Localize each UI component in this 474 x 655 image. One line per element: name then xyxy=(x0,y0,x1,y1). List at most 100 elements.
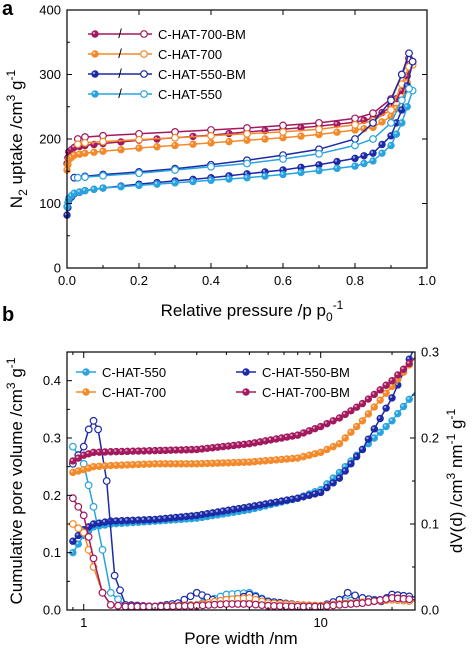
cumulative-point xyxy=(272,498,280,506)
desorption-point xyxy=(73,140,82,149)
x-tick-label: 0.6 xyxy=(274,273,292,288)
differential-point xyxy=(84,533,93,541)
axes-frame-b xyxy=(66,351,416,611)
cumulative-point xyxy=(134,460,143,469)
y-left-tick-label: 0.3 xyxy=(43,431,61,446)
desorption-point xyxy=(387,118,395,127)
desorption-point xyxy=(81,173,89,181)
cumulative-point xyxy=(388,417,396,425)
y-tick-label: 0 xyxy=(54,261,61,276)
cumulative-point xyxy=(358,445,367,454)
differential-point xyxy=(110,571,119,580)
x-tick-label: 0.2 xyxy=(130,273,148,288)
desorption-point xyxy=(405,84,413,93)
differential-point xyxy=(102,477,111,485)
series-c-hat-700 xyxy=(63,60,417,174)
adsorption-point xyxy=(243,136,251,144)
cumulative-point xyxy=(89,462,98,471)
cumulative-point xyxy=(251,502,259,510)
cumulative-point xyxy=(151,460,159,468)
cumulative-point xyxy=(364,395,373,403)
differential-point xyxy=(89,554,98,563)
cumulative-point xyxy=(256,438,264,446)
differential-line xyxy=(72,446,415,608)
legend-label: C-HAT-700 xyxy=(102,385,166,400)
legend-marker-open xyxy=(140,70,148,78)
cumulative-point xyxy=(316,422,325,431)
cumulative-point xyxy=(272,435,280,443)
cumulative-point xyxy=(245,503,254,511)
differential-point xyxy=(257,601,266,610)
cumulative-point xyxy=(134,516,143,524)
panel-label-b: b xyxy=(2,304,14,326)
adsorption-point xyxy=(207,176,215,184)
cumulative-point xyxy=(187,460,196,468)
legend-marker-open xyxy=(140,30,148,38)
legend-label: C-HAT-550-BM xyxy=(158,67,246,82)
adsorption-point xyxy=(117,138,125,146)
cumulative-point xyxy=(311,450,319,458)
adsorption-point xyxy=(398,119,406,127)
legend-marker-filled xyxy=(91,70,99,78)
cumulative-point xyxy=(129,447,137,455)
adsorption-point xyxy=(315,161,323,169)
legend-separator: / xyxy=(118,26,122,41)
adsorption-point xyxy=(171,179,179,187)
legend-label: C-HAT-700 xyxy=(158,47,222,62)
adsorption-point xyxy=(225,129,233,138)
adsorption-point xyxy=(351,154,359,163)
axes-frame-a xyxy=(66,9,428,269)
cumulative-point xyxy=(376,386,384,394)
cumulative-point xyxy=(382,422,390,431)
legend-marker-open xyxy=(140,50,148,58)
cumulative-point xyxy=(214,459,222,467)
adsorption-point xyxy=(171,141,179,150)
adsorption-point xyxy=(189,177,197,186)
cumulative-point xyxy=(235,441,243,449)
differential-point xyxy=(323,602,331,610)
adsorption-point xyxy=(378,118,386,126)
differential-point xyxy=(245,600,254,608)
legend-label: C-HAT-550 xyxy=(102,365,166,380)
desorption-point xyxy=(369,135,377,143)
cumulative-point xyxy=(140,516,148,524)
cumulative-point xyxy=(261,500,270,508)
cumulative-point xyxy=(399,402,408,411)
desorption-point xyxy=(315,125,323,134)
adsorption-point xyxy=(207,139,215,147)
y-left-tick-label: 0.4 xyxy=(43,373,61,388)
desorption-point xyxy=(315,149,323,158)
legend-label: C-HAT-550-BM xyxy=(262,365,350,380)
differential-point xyxy=(74,502,83,511)
desorption-point xyxy=(405,49,413,58)
cumulative-point xyxy=(335,440,344,448)
x-tick-label: 0.4 xyxy=(202,273,220,288)
differential-point xyxy=(68,442,77,451)
cumulative-point xyxy=(193,445,201,454)
adsorption-point xyxy=(225,175,233,183)
desorption-point xyxy=(279,121,287,130)
legend-b: C-HAT-550 C-HAT-550-BM C-HAT-700 C-HAT-700-… xyxy=(76,365,350,400)
adsorption-point xyxy=(279,170,287,179)
adsorption-point xyxy=(135,181,143,190)
y-tick-label: 200 xyxy=(39,132,61,147)
cumulative-point xyxy=(240,458,248,466)
cumulative-point xyxy=(323,483,331,492)
legend-label: C-HAT-700-BM xyxy=(262,385,350,400)
plot-area-a xyxy=(63,49,417,219)
legend-marker-filled xyxy=(91,30,99,38)
cumulative-point xyxy=(382,404,390,412)
differential-point xyxy=(116,586,124,595)
desorption-point xyxy=(135,169,143,178)
cumulative-point xyxy=(376,414,384,423)
differential-point xyxy=(94,425,103,434)
differential-point xyxy=(351,591,359,600)
cumulative-point xyxy=(267,456,275,464)
legend-marker-filled xyxy=(91,50,99,58)
differential-point xyxy=(114,595,122,604)
differential-point xyxy=(106,588,115,597)
differential-point xyxy=(186,592,195,601)
adsorption-point xyxy=(378,149,386,157)
x-tick-label: 0.0 xyxy=(58,273,76,288)
isotherm-chart: 0.0 0.2 0.4 0.6 0.8 1.0 0 100 200 300 400 / C-HAT-70… xyxy=(4,3,436,325)
